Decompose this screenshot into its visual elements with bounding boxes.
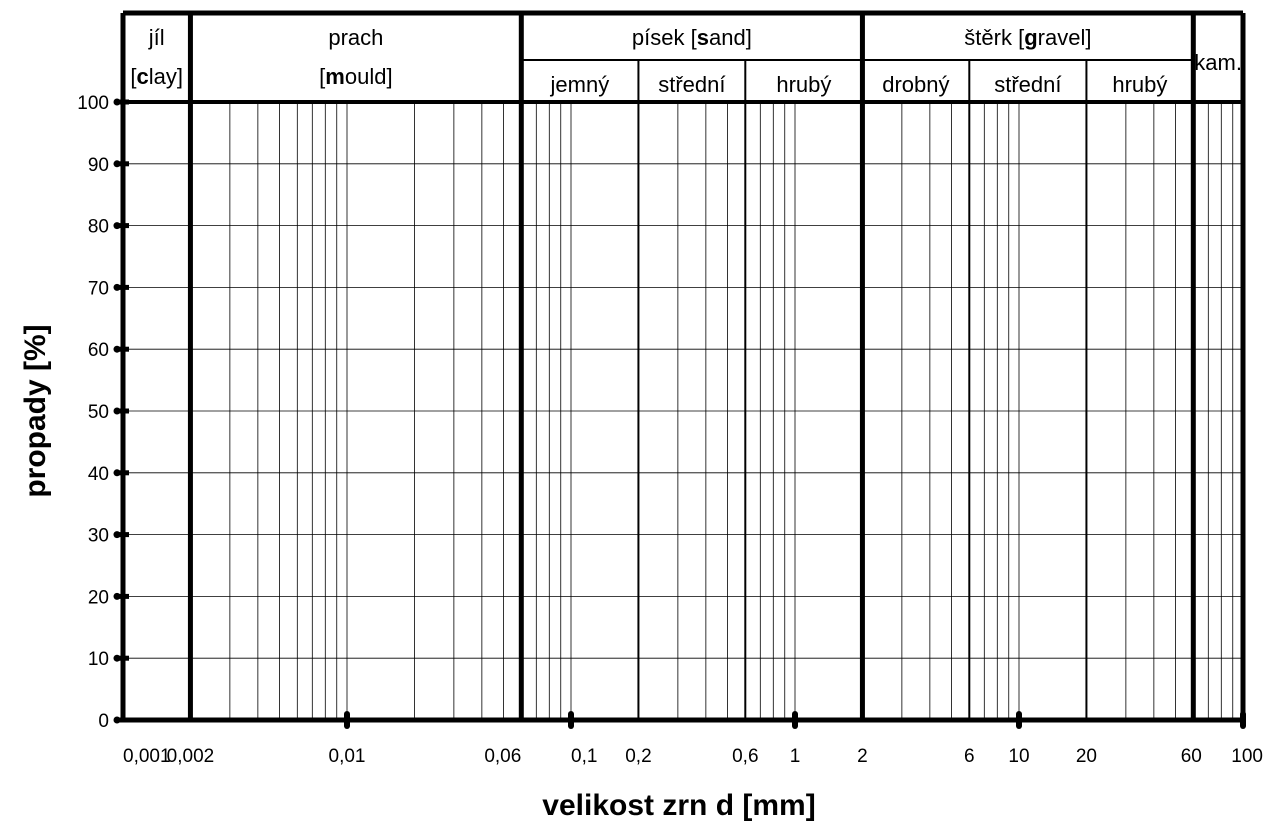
fraction-sublabel-clay: [clay] <box>130 64 183 89</box>
x-tick-label: 0,06 <box>484 746 521 767</box>
y-tick-dot <box>113 531 121 539</box>
y-tick-label: 50 <box>88 402 109 423</box>
subfraction-label-gravel-0: drobný <box>882 72 949 97</box>
y-tick-label: 70 <box>88 278 109 299</box>
x-tick-mark <box>792 711 798 729</box>
x-tick-mark <box>344 711 350 729</box>
x-tick-label: 1 <box>790 746 801 767</box>
x-tick-label: 0,01 <box>329 746 366 767</box>
subfraction-label-gravel-2: hrubý <box>1112 72 1167 97</box>
fraction-sublabel-clay-part-0: [ <box>130 64 136 89</box>
x-tick-label: 0,6 <box>732 746 758 767</box>
x-tick-mark <box>568 711 574 729</box>
fraction-sublabel-silt: [mould] <box>319 64 392 89</box>
fraction-label-gravel: štěrk [gravel] <box>964 25 1091 50</box>
x-tick-label: 2 <box>857 746 868 767</box>
fraction-label-clay: jíl <box>148 25 165 50</box>
x-tick-label: 0,2 <box>625 746 651 767</box>
subfraction-label-gravel-1: střední <box>994 72 1061 97</box>
fraction-sublabel-clay-part-1: c <box>137 64 149 89</box>
y-axis-title: propady [%] <box>19 324 52 497</box>
y-tick-dot <box>113 222 121 230</box>
y-tick-label: 10 <box>88 649 109 670</box>
x-tick-label: 10 <box>1008 746 1029 767</box>
y-tick-dot <box>113 716 121 724</box>
y-tick-dot <box>113 469 121 477</box>
y-tick-label: 100 <box>77 93 109 114</box>
fraction-label-cobbles: kam. <box>1194 50 1242 75</box>
y-tick-label: 20 <box>88 587 109 608</box>
y-tick-label: 60 <box>88 340 109 361</box>
fraction-label-sand-part-2: and] <box>709 25 752 50</box>
y-tick-label: 90 <box>88 155 109 176</box>
y-tick-label: 80 <box>88 217 109 238</box>
y-tick-dot <box>113 407 121 415</box>
x-axis-title: velikost zrn d [mm] <box>542 789 815 822</box>
x-tick-label: 6 <box>964 746 975 767</box>
fraction-label-gravel-part-2: ravel] <box>1038 25 1092 50</box>
fraction-label-cobbles-part-0: kam. <box>1194 50 1242 75</box>
y-tick-label: 40 <box>88 464 109 485</box>
y-tick-dot <box>113 345 121 353</box>
fraction-label-sand-part-1: s <box>697 25 709 50</box>
fraction-label-sand: písek [sand] <box>632 25 752 50</box>
x-tick-label: 20 <box>1076 746 1097 767</box>
y-tick-dot <box>113 592 121 600</box>
x-tick-mark <box>1240 711 1246 729</box>
y-tick-dot <box>113 654 121 662</box>
x-tick-label: 100 <box>1231 746 1263 767</box>
fraction-sublabel-silt-part-0: [ <box>319 64 325 89</box>
fraction-label-sand-part-0: písek [ <box>632 25 697 50</box>
fraction-sublabel-clay-part-2: lay] <box>149 64 183 89</box>
fraction-label-gravel-part-1: g <box>1024 25 1037 50</box>
x-tick-mark <box>1016 711 1022 729</box>
x-tick-label: 0,002 <box>167 746 215 767</box>
subfraction-label-sand-2: hrubý <box>776 72 831 97</box>
y-tick-label: 0 <box>98 711 109 732</box>
y-tick-dot <box>113 160 121 168</box>
x-tick-label: 0,1 <box>571 746 597 767</box>
x-tick-label: 0,001 <box>123 746 171 767</box>
fraction-label-silt: prach <box>328 25 383 50</box>
fraction-label-gravel-part-0: štěrk [ <box>964 25 1024 50</box>
fraction-label-clay-part-0: jíl <box>148 25 165 50</box>
y-tick-dot <box>113 98 121 106</box>
fraction-label-silt-part-0: prach <box>328 25 383 50</box>
y-tick-label: 30 <box>88 526 109 547</box>
x-tick-label: 60 <box>1181 746 1202 767</box>
subfraction-label-sand-0: jemný <box>550 72 610 97</box>
fraction-sublabel-silt-part-1: m <box>325 64 345 89</box>
y-tick-dot <box>113 283 121 291</box>
fraction-sublabel-silt-part-2: ould] <box>345 64 393 89</box>
subfraction-label-sand-1: střední <box>658 72 725 97</box>
